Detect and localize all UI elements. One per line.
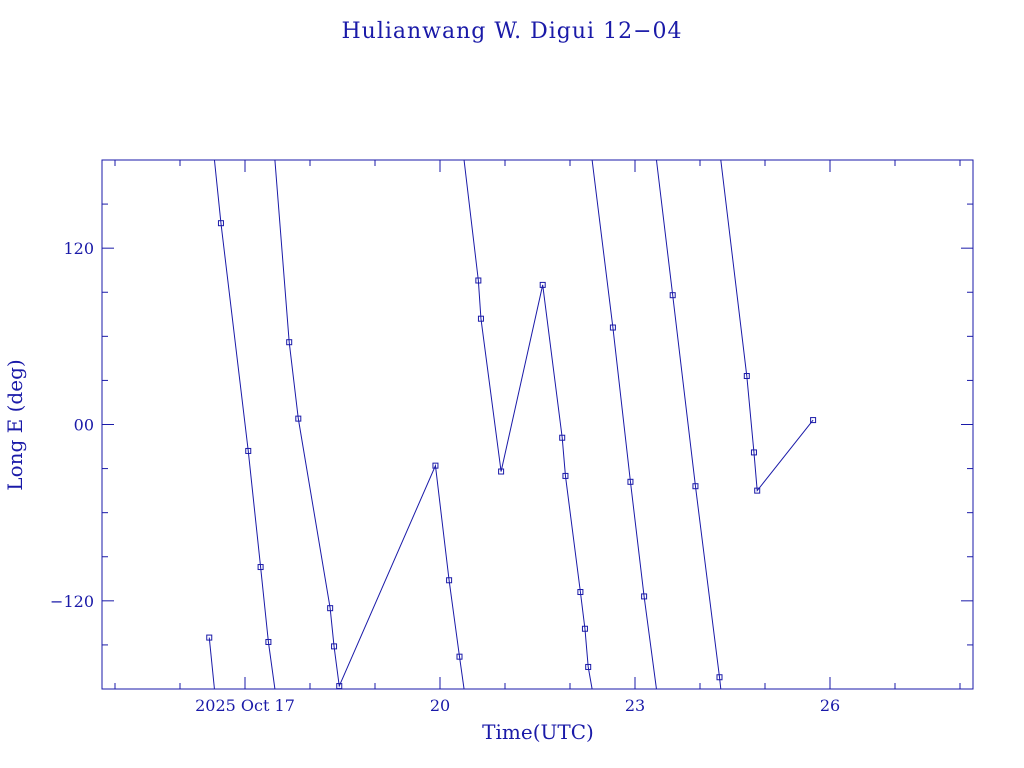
y-tick-label: 00	[74, 416, 94, 435]
plot-frame	[101, 159, 974, 690]
data-point	[810, 417, 817, 424]
y-tick-label: −120	[50, 592, 94, 611]
data-point	[627, 478, 634, 485]
data-point	[245, 447, 252, 454]
data-point	[539, 281, 546, 288]
x-tick-label: 2025 Oct 17	[195, 696, 295, 715]
data-point	[743, 373, 750, 380]
axis-ticks	[102, 160, 973, 689]
data-point	[257, 564, 264, 571]
data-point	[641, 593, 648, 600]
data-point	[295, 415, 302, 422]
y-tick-label: 120	[63, 239, 94, 258]
series-line	[208, 637, 215, 689]
y-axis-label: Long E (deg)	[3, 359, 27, 490]
data-point	[217, 220, 224, 227]
data-point	[562, 472, 569, 479]
tick-labels: 2025 Oct 17 20 23 26 120 00 −120	[50, 239, 840, 715]
data-point	[716, 674, 723, 681]
data-point	[456, 653, 463, 660]
data-point	[669, 292, 676, 299]
series-line	[213, 160, 276, 689]
x-axis-label: Time(UTC)	[482, 720, 594, 744]
data-point	[754, 487, 761, 494]
series-line	[591, 160, 657, 689]
data-point	[265, 638, 272, 645]
data-point	[286, 339, 293, 346]
series-line	[463, 160, 593, 689]
data-point	[327, 605, 334, 612]
data-point	[331, 643, 338, 650]
data-point	[750, 449, 757, 456]
data-point	[581, 625, 588, 632]
data-point	[446, 577, 453, 584]
x-tick-label: 23	[625, 696, 645, 715]
series-line	[720, 160, 814, 492]
data-point	[477, 315, 484, 322]
data-point	[206, 634, 213, 641]
x-tick-label: 20	[430, 696, 450, 715]
data-point	[692, 483, 699, 490]
data-point	[609, 324, 616, 331]
data-point	[577, 589, 584, 596]
data-point	[498, 468, 505, 475]
data-point	[585, 663, 592, 670]
data-point	[559, 434, 566, 441]
data-point	[475, 277, 482, 284]
data-point	[336, 683, 343, 689]
x-tick-label: 26	[820, 696, 840, 715]
series-line	[655, 160, 722, 689]
chart-title: Hulianwang W. Digui 12−04	[341, 19, 682, 44]
data-point	[432, 462, 439, 469]
series-line	[274, 160, 465, 689]
series-group	[206, 160, 817, 689]
